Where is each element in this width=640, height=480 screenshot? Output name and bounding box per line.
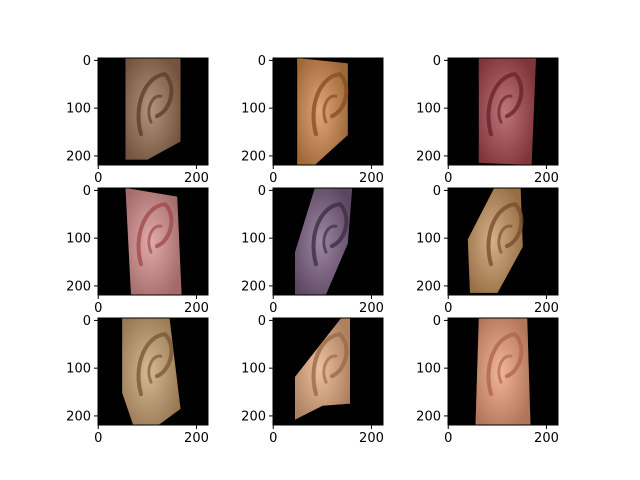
axes-frame bbox=[447, 57, 559, 166]
ear-fold bbox=[136, 332, 174, 397]
x-tick-label: 200 bbox=[184, 431, 209, 446]
y-tick-label: 100 bbox=[66, 362, 91, 377]
x-tick-label: 0 bbox=[444, 431, 452, 446]
x-tick-label: 0 bbox=[94, 171, 102, 186]
x-tick-label: 0 bbox=[269, 431, 277, 446]
ear-inner-fold bbox=[497, 94, 513, 124]
y-tick-label: 0 bbox=[433, 314, 441, 329]
x-tick-label: 200 bbox=[534, 171, 559, 186]
x-tick-label: 200 bbox=[534, 431, 559, 446]
x-tick-label: 200 bbox=[359, 301, 384, 316]
ear-shading bbox=[125, 188, 182, 295]
ear-inner-fold bbox=[147, 354, 163, 384]
axes-frame bbox=[272, 57, 384, 166]
y-tick-label: 200 bbox=[241, 149, 266, 164]
ear-fold bbox=[136, 202, 174, 267]
x-tick-label: 0 bbox=[444, 301, 452, 316]
ear-shading bbox=[475, 318, 531, 425]
y-tick-label: 0 bbox=[433, 184, 441, 199]
ear-fold bbox=[486, 202, 524, 267]
x-tick-label: 200 bbox=[359, 431, 384, 446]
ear-inner-fold bbox=[497, 354, 513, 384]
y-tick-label: 100 bbox=[241, 362, 266, 377]
x-tick-label: 0 bbox=[269, 301, 277, 316]
ear-inner-fold bbox=[322, 224, 338, 254]
axes-frame bbox=[447, 187, 559, 296]
ear-fold bbox=[486, 332, 524, 397]
y-tick-label: 0 bbox=[433, 54, 441, 69]
x-tick-label: 0 bbox=[94, 431, 102, 446]
y-tick-label: 0 bbox=[258, 54, 266, 69]
axes-frame bbox=[97, 317, 209, 426]
axes-frame bbox=[272, 317, 384, 426]
ear-inner-fold bbox=[322, 354, 338, 384]
y-tick-label: 200 bbox=[416, 279, 441, 294]
y-tick-label: 100 bbox=[241, 232, 266, 247]
x-tick-label: 200 bbox=[184, 171, 209, 186]
x-tick-label: 0 bbox=[269, 171, 277, 186]
ear-fold bbox=[311, 332, 349, 397]
y-tick-label: 100 bbox=[416, 232, 441, 247]
y-tick-label: 200 bbox=[66, 149, 91, 164]
y-tick-label: 0 bbox=[258, 314, 266, 329]
ear-fold bbox=[311, 72, 349, 137]
y-tick-label: 200 bbox=[66, 409, 91, 424]
axes-frame bbox=[272, 187, 384, 296]
y-tick-label: 200 bbox=[416, 409, 441, 424]
ear-inner-fold bbox=[322, 94, 338, 124]
y-tick-label: 200 bbox=[241, 409, 266, 424]
y-tick-label: 0 bbox=[83, 184, 91, 199]
x-tick-label: 0 bbox=[94, 301, 102, 316]
ear-inner-fold bbox=[147, 94, 163, 124]
y-tick-label: 100 bbox=[416, 102, 441, 117]
y-tick-label: 200 bbox=[241, 279, 266, 294]
ear-shading bbox=[122, 318, 181, 425]
ear-shading bbox=[295, 318, 350, 420]
y-tick-label: 0 bbox=[83, 54, 91, 69]
ear-inner-fold bbox=[147, 224, 163, 254]
ear-fold bbox=[311, 202, 349, 267]
x-tick-label: 200 bbox=[359, 171, 384, 186]
ear-shading bbox=[467, 188, 523, 293]
x-tick-label: 200 bbox=[184, 301, 209, 316]
y-tick-label: 200 bbox=[66, 279, 91, 294]
x-tick-label: 200 bbox=[534, 301, 559, 316]
axes-frame bbox=[447, 317, 559, 426]
y-tick-label: 0 bbox=[83, 314, 91, 329]
y-tick-label: 100 bbox=[66, 232, 91, 247]
ear-fold bbox=[486, 72, 524, 137]
ear-shading bbox=[125, 58, 181, 160]
y-tick-label: 0 bbox=[258, 184, 266, 199]
y-tick-label: 100 bbox=[66, 102, 91, 117]
y-tick-label: 200 bbox=[416, 149, 441, 164]
ear-fold bbox=[136, 72, 174, 137]
y-tick-label: 100 bbox=[416, 362, 441, 377]
ear-inner-fold bbox=[497, 224, 513, 254]
y-tick-label: 100 bbox=[241, 102, 266, 117]
axes-frame bbox=[97, 187, 209, 296]
x-tick-label: 0 bbox=[444, 171, 452, 186]
axes-frame bbox=[97, 57, 209, 166]
